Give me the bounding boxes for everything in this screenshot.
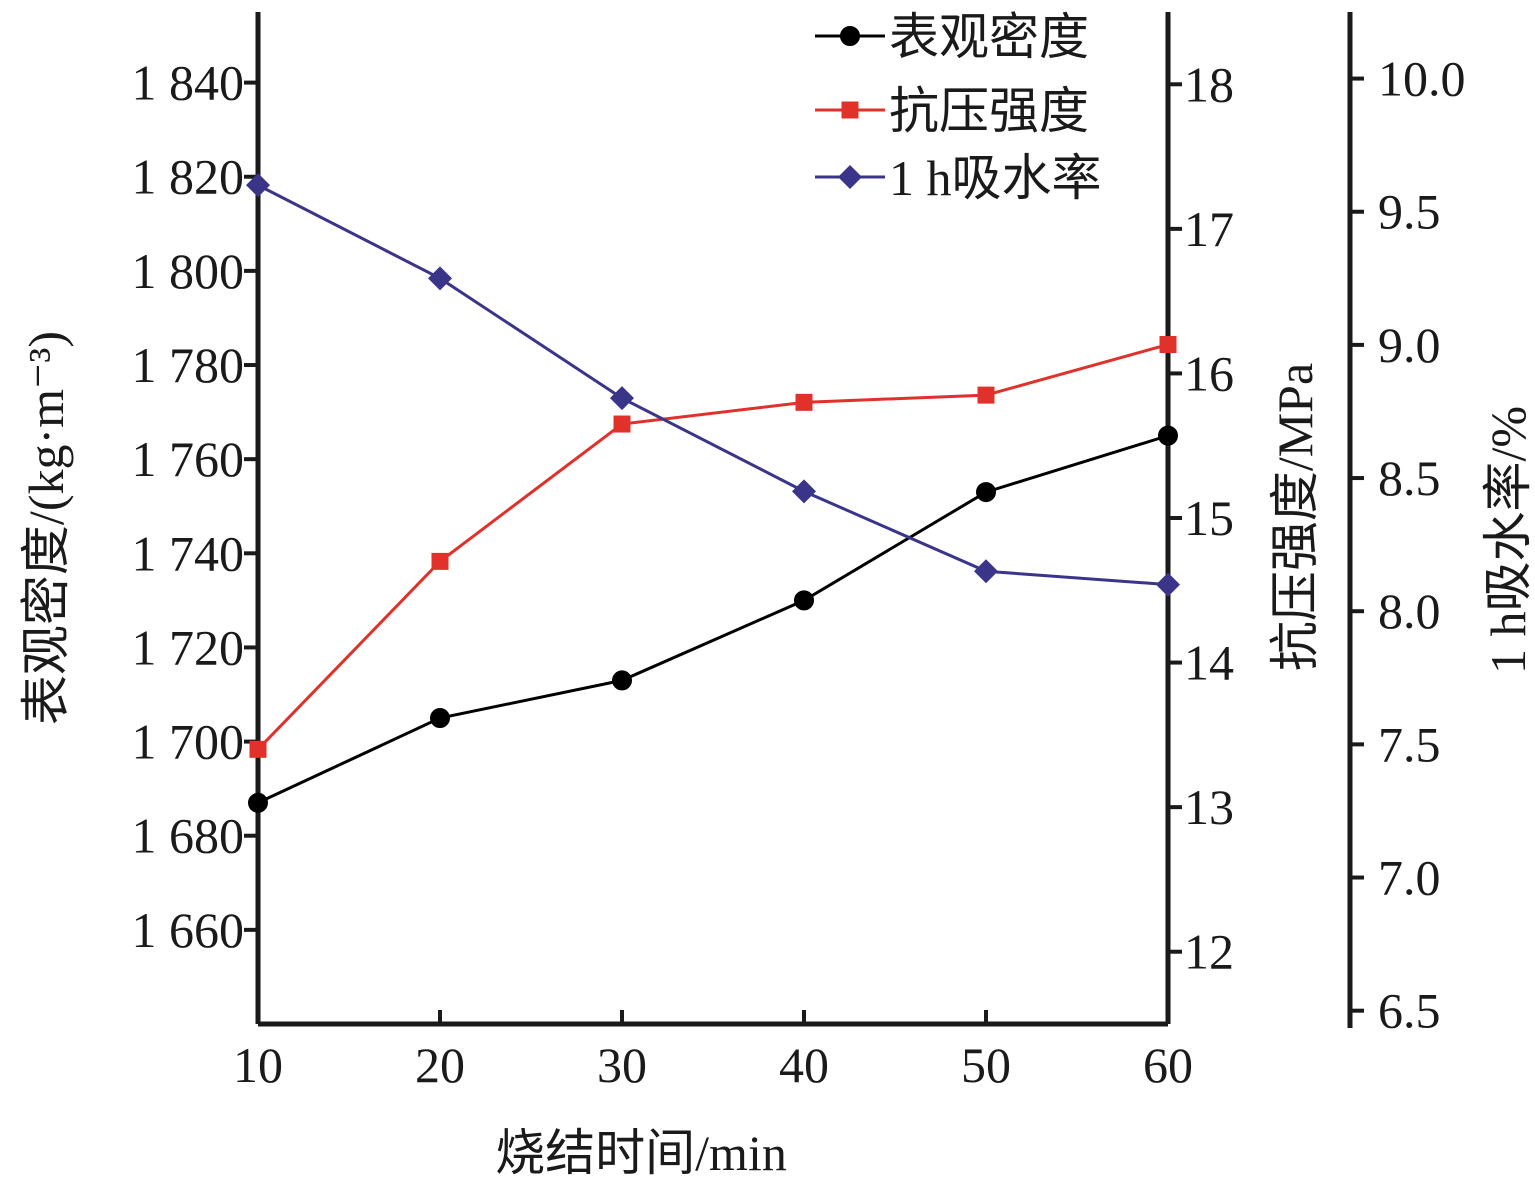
right2-tick-label: 8.0 <box>1378 583 1441 639</box>
right2-tick-label: 6.5 <box>1378 983 1441 1039</box>
series-point <box>248 792 268 813</box>
axes-layer: 10 20 30 40 50 60 1 660 1 680 1 700 1 720 1 740 1 7… <box>18 12 1535 1181</box>
legend-marker <box>838 165 862 189</box>
right2-tick-label: 9.5 <box>1378 184 1441 240</box>
right-axis-title: 抗压强度/MPa <box>1267 363 1323 671</box>
left-tick-label: 1 660 <box>132 902 245 958</box>
series-1 <box>248 425 1178 813</box>
series-point <box>1159 336 1177 354</box>
x-axis-title: 烧结时间/min <box>495 1125 787 1181</box>
right-tick-label: 12 <box>1184 924 1234 980</box>
series-line <box>257 183 1169 587</box>
series-point <box>610 386 634 411</box>
x-tick-label: 10 <box>233 1037 283 1093</box>
left-tick-label: 1 680 <box>132 808 245 864</box>
legend-marker <box>841 101 859 119</box>
series-point <box>431 552 449 570</box>
left-tick-label: 1 700 <box>132 714 245 770</box>
right2-tick-label: 10.0 <box>1378 51 1466 107</box>
series-point <box>794 590 814 611</box>
legend-label: 1 h吸水率 <box>889 150 1102 206</box>
left-tick-label: 1 840 <box>132 55 245 111</box>
right-tick-label: 17 <box>1184 201 1234 257</box>
legend-item-2: 抗压强度 <box>815 83 1089 139</box>
right-tick-label: 14 <box>1184 635 1234 691</box>
legend-marker <box>840 26 860 46</box>
series-point <box>1158 425 1178 446</box>
legend-label: 表观密度 <box>889 9 1089 65</box>
left-tick-label: 1 760 <box>132 431 245 487</box>
series-point <box>976 482 996 503</box>
left-tick-label: 1 780 <box>132 337 245 393</box>
series-line <box>256 343 1169 751</box>
series-point <box>249 740 267 758</box>
series-point <box>430 708 450 729</box>
x-tick-label: 50 <box>961 1037 1011 1093</box>
x-tick-label: 30 <box>597 1037 647 1093</box>
series-point <box>792 479 816 504</box>
x-tick-label: 60 <box>1143 1037 1193 1093</box>
right-tick-label: 15 <box>1184 490 1234 546</box>
right-tick-label: 18 <box>1184 56 1234 112</box>
right-tick-label: 16 <box>1184 345 1234 401</box>
left-tick-label: 1 740 <box>132 525 245 581</box>
series-2 <box>249 336 1177 758</box>
left-tick-label: 1 820 <box>132 149 245 205</box>
legend-item-1: 表观密度 <box>815 9 1089 65</box>
legend-label: 抗压强度 <box>889 83 1089 139</box>
series-line <box>257 434 1169 805</box>
right2-tick-label: 7.5 <box>1378 716 1441 772</box>
series-point <box>974 559 998 584</box>
right2-axis-title: 1 h吸水率/% <box>1480 406 1535 674</box>
series-point <box>428 266 452 291</box>
right2-tick-label: 8.5 <box>1378 450 1441 506</box>
left-tick-label: 1 720 <box>132 619 245 675</box>
series-point <box>977 386 995 404</box>
right2-tick-label: 7.0 <box>1378 850 1441 906</box>
series-point <box>1156 572 1180 597</box>
x-tick-label: 20 <box>415 1037 465 1093</box>
series-layer <box>246 173 1180 813</box>
right2-tick-label: 9.0 <box>1378 317 1441 373</box>
series-point <box>795 393 813 411</box>
legend-item-3: 1 h吸水率 <box>815 150 1102 206</box>
series-point <box>613 415 631 433</box>
left-axis-title: 表观密度/(kg·m⁻³) <box>18 331 74 725</box>
x-tick-label: 40 <box>779 1037 829 1093</box>
series-3 <box>246 173 1180 597</box>
right-tick-label: 13 <box>1184 779 1234 835</box>
left-tick-label: 1 800 <box>132 243 245 299</box>
series-point <box>246 173 270 198</box>
series-point <box>612 670 632 691</box>
